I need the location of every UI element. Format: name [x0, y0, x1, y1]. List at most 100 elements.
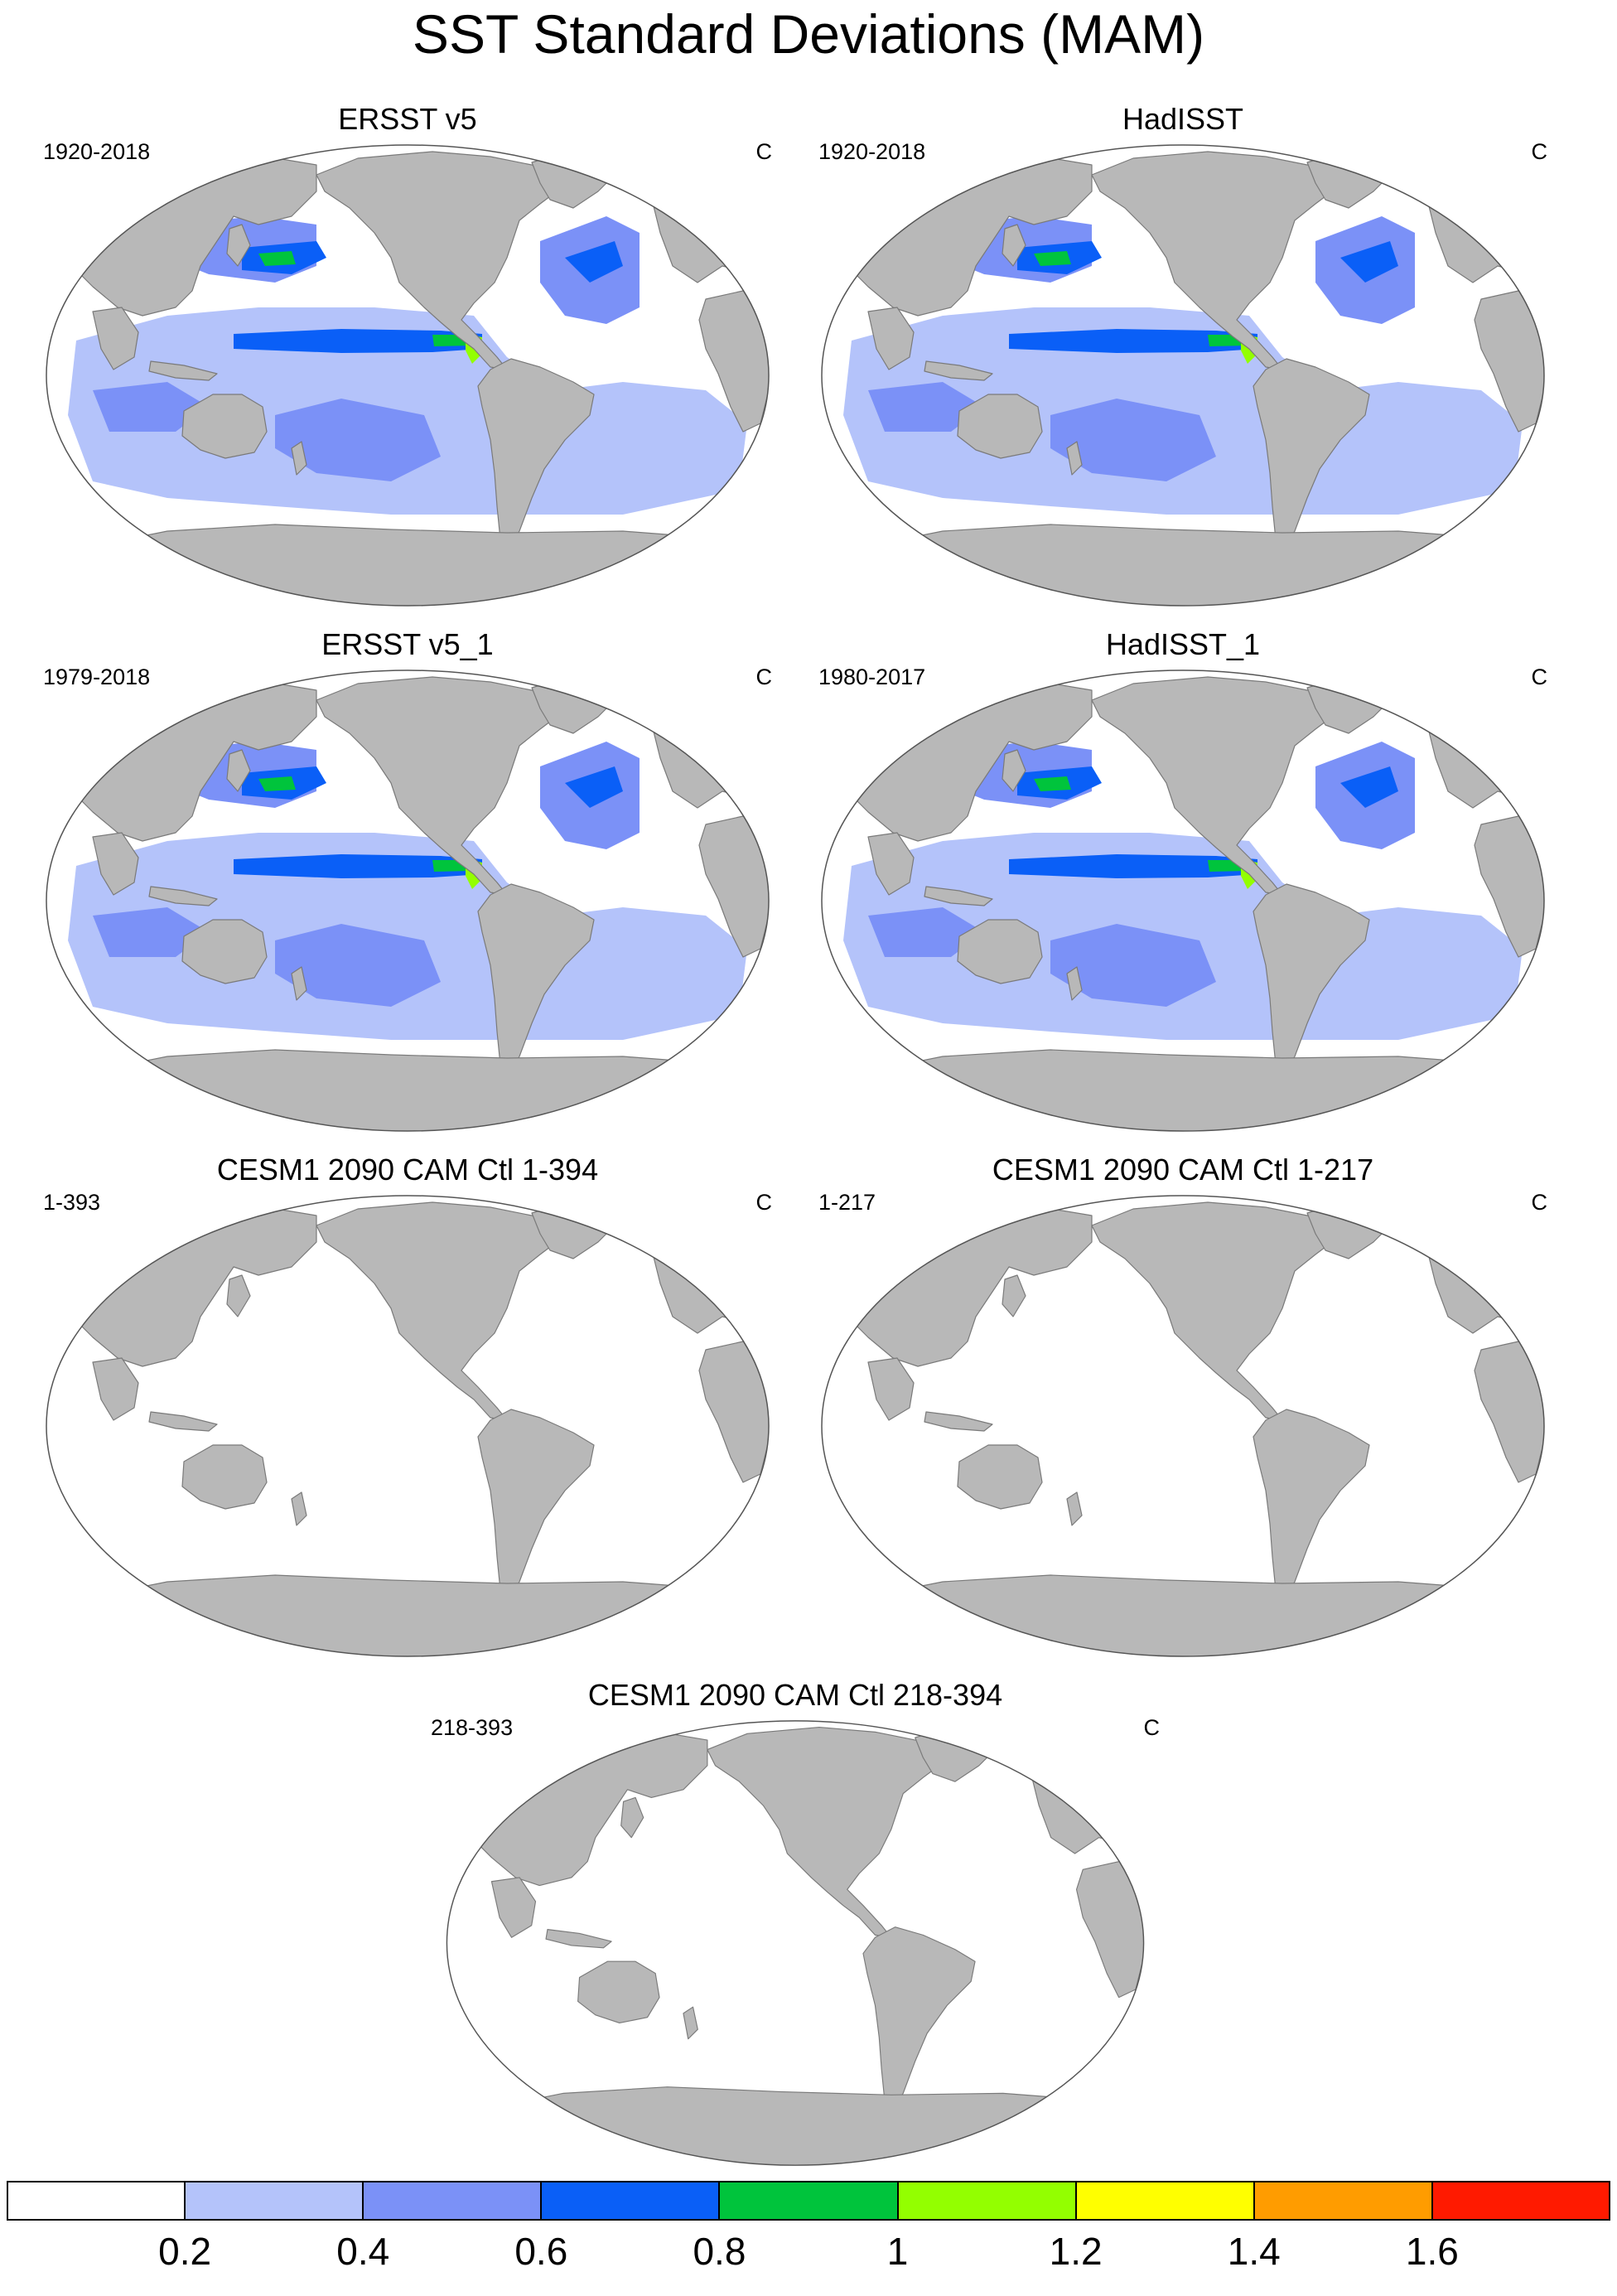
sst-contour-region [1034, 776, 1071, 791]
land-antarctica [859, 1049, 1544, 1131]
land-south-america [1253, 358, 1370, 553]
sst-contour-region [868, 382, 984, 432]
sst-contour-region [1050, 924, 1216, 1007]
world-map [821, 1195, 1545, 1657]
colorbar-divider [540, 2181, 543, 2221]
figure-title: SST Standard Deviations (MAM) [412, 3, 1205, 65]
colorbar-divider [896, 2181, 899, 2221]
units-label: C [755, 665, 773, 689]
colorbar-tick-label: 0.6 [514, 2230, 568, 2273]
map-panel-hadisst: HadISST 1920-2018 C [818, 104, 1547, 610]
colorbar-divider [1253, 2181, 1255, 2221]
world-map [821, 144, 1545, 607]
map-panel-ersst-1: ERSST v5_1 1979-2018 C [43, 630, 772, 1135]
land-new-zealand [291, 441, 307, 476]
colorbar-swatch [719, 2181, 898, 2221]
map-outline [821, 1195, 1545, 1657]
colorbar-divider [184, 2181, 186, 2221]
sst-contour-region [868, 907, 984, 957]
land-japan [226, 749, 251, 792]
colorbar-frame [7, 2181, 1610, 2221]
period-label: 218-393 [431, 1715, 514, 1740]
land-australia [181, 1444, 268, 1510]
land-japan [1002, 224, 1026, 267]
world-map [46, 144, 770, 607]
sst-contour-region [1009, 854, 1257, 878]
panel-title: CESM1 2090 CAM Ctl 218-394 [587, 1678, 1003, 1712]
map-panel-cesm-218-394: CESM1 2090 CAM Ctl 218-394 218-393 C [431, 1680, 1160, 2169]
map-panel-hadisst-1: HadISST_1 1980-2017 C [818, 630, 1547, 1135]
sst-contour-region [1340, 766, 1398, 808]
land-antarctica [84, 524, 769, 606]
units-label: C [1531, 1190, 1548, 1215]
land-japan [1002, 749, 1026, 792]
land-new-zealand [683, 2006, 698, 2040]
sst-contour-region [565, 241, 623, 283]
land-india-se-asia [92, 1357, 139, 1421]
land-india-se-asia [867, 307, 915, 370]
period-label: 1-217 [818, 1190, 876, 1215]
land-new-zealand [1066, 966, 1083, 1001]
sst-contour-region [843, 307, 1523, 515]
land-india-se-asia [92, 307, 139, 370]
land-indonesia [148, 1411, 218, 1432]
map-outline [46, 669, 770, 1132]
land-japan [226, 1274, 251, 1317]
period-label: 1920-2018 [43, 139, 151, 164]
map-panel-cesm-1-394: CESM1 2090 CAM Ctl 1-394 1-393 C [43, 1155, 772, 1660]
land-india-se-asia [92, 832, 139, 896]
land-australia [957, 394, 1043, 459]
sst-contour-region [565, 766, 623, 808]
map-outline [46, 1195, 770, 1657]
land-new-zealand [291, 1491, 307, 1526]
land-antarctica [84, 1049, 769, 1131]
land-australia [957, 919, 1043, 984]
colorbar-swatch [1431, 2181, 1610, 2221]
land-new-zealand [1066, 1491, 1083, 1526]
units-label: C [755, 1190, 773, 1215]
land-south-america [477, 883, 595, 1078]
colorbar-tick-label: 0.8 [693, 2230, 746, 2273]
world-map [821, 669, 1545, 1132]
map-content [46, 670, 769, 1131]
period-label: 1979-2018 [43, 665, 151, 689]
map-outline [821, 144, 1545, 607]
panel-title: ERSST v5 [338, 102, 477, 136]
sst-contour-region [1340, 241, 1398, 283]
map-panel-ersst: ERSST v5 1920-2018 C [43, 104, 772, 610]
land-indonesia [924, 886, 993, 906]
colorbar-divider [1074, 2181, 1077, 2221]
panel-title: CESM1 2090 CAM Ctl 1-217 [992, 1153, 1374, 1187]
sst-contour-region [93, 382, 209, 432]
land-japan [620, 1796, 644, 1839]
land-new-zealand [291, 966, 307, 1001]
sst-contour-region [234, 854, 482, 878]
colorbar-tick-label: 0.4 [336, 2230, 390, 2273]
land-south-america [1253, 883, 1370, 1078]
panel-title: HadISST [1122, 102, 1244, 136]
sst-contour-region [843, 833, 1523, 1040]
colorbar-swatch [185, 2181, 364, 2221]
land-australia [577, 1960, 660, 2024]
period-label: 1980-2017 [818, 665, 926, 689]
units-label: C [1143, 1715, 1161, 1740]
panel-title: CESM1 2090 CAM Ctl 1-394 [216, 1153, 599, 1187]
sst-contour-region [1050, 399, 1216, 481]
sst-contour-region [1034, 251, 1071, 266]
land-antarctica [483, 2086, 1144, 2166]
map-content [822, 670, 1544, 1131]
colorbar-swatch [1253, 2181, 1432, 2221]
sst-contour-region [275, 399, 441, 481]
land-south-america [477, 358, 595, 553]
sst-contour-region [93, 907, 209, 957]
land-india-se-asia [867, 1357, 915, 1421]
land-indonesia [924, 1411, 993, 1432]
land-antarctica [84, 1574, 769, 1656]
world-map [46, 1195, 770, 1657]
panel-title: ERSST v5_1 [321, 627, 494, 661]
land-indonesia [545, 1929, 612, 1949]
sst-contour-region [68, 307, 747, 515]
colorbar-swatch [7, 2181, 186, 2221]
land-australia [181, 394, 268, 459]
colorbar-divider [362, 2181, 364, 2221]
